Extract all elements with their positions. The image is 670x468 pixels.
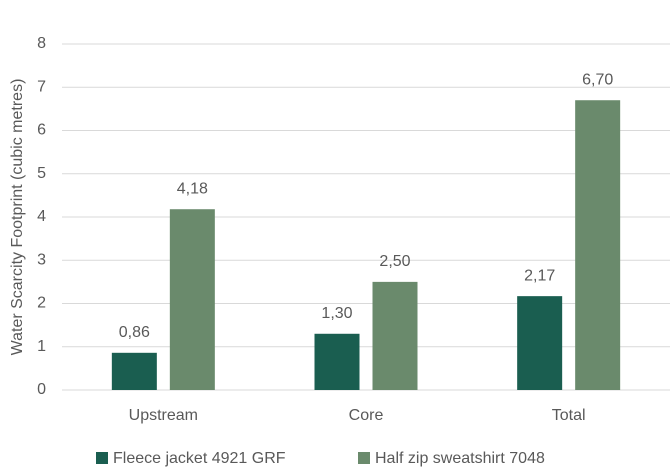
bar (517, 296, 563, 390)
value-label: 6,70 (582, 71, 613, 88)
value-label: 2,17 (524, 267, 555, 284)
value-label: 2,50 (379, 253, 410, 270)
y-tick-label: 8 (37, 35, 46, 52)
bar (111, 352, 157, 390)
x-tick-label: Upstream (129, 407, 198, 424)
legend-swatch (96, 452, 108, 464)
y-tick-label: 1 (37, 338, 46, 355)
legend-label: Half zip sweatshirt 7048 (375, 450, 545, 467)
bar (169, 209, 215, 390)
y-axis-label: Water Scarcity Footprint (cubic metres) (9, 79, 26, 356)
y-tick-label: 3 (37, 251, 46, 268)
x-tick-label: Total (552, 407, 586, 424)
y-tick-label: 5 (37, 165, 46, 182)
legend-label: Fleece jacket 4921 GRF (113, 450, 286, 467)
x-tick-label: Core (349, 407, 384, 424)
legend-swatch (358, 452, 370, 464)
value-label: 4,18 (177, 180, 208, 197)
y-tick-label: 7 (37, 78, 46, 95)
y-tick-label: 4 (37, 208, 46, 225)
bar (575, 100, 621, 390)
value-label: 0,86 (119, 324, 150, 341)
y-tick-label: 2 (37, 295, 46, 312)
y-tick-label: 0 (37, 381, 46, 398)
y-tick-label: 6 (37, 122, 46, 139)
bar (314, 333, 360, 390)
bar (372, 281, 418, 390)
value-label: 1,30 (321, 305, 352, 322)
